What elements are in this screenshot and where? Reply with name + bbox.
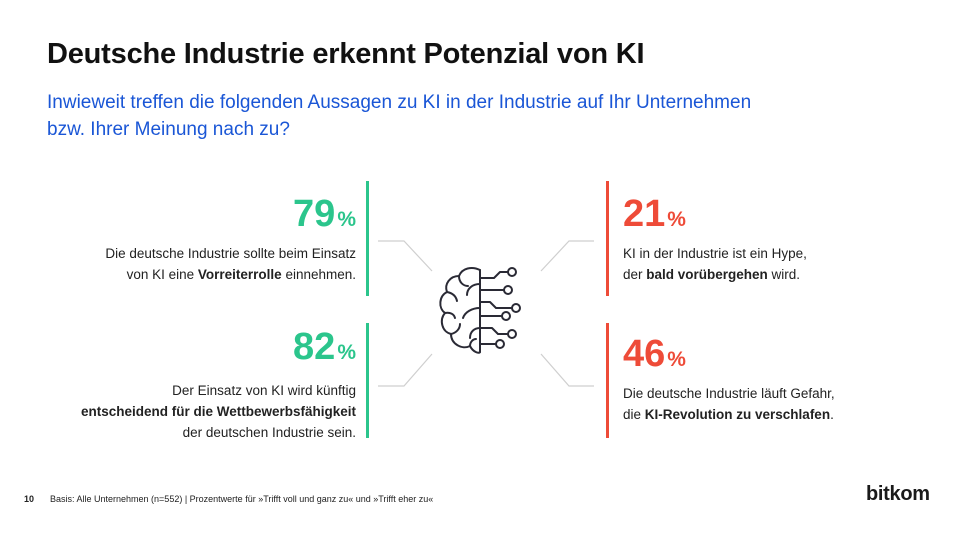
page-number: 10 [24, 494, 35, 504]
accent-bar-vorreiter [366, 181, 369, 296]
accent-bar-revolution [606, 323, 609, 438]
page-subtitle: Inwieweit treffen die folgenden Aussagen… [47, 89, 887, 143]
stat-wettbewerb-text: Der Einsatz von KI wird künftig entschei… [80, 383, 356, 440]
stat-vorreiter-value: 79% [293, 193, 356, 235]
stat-revolution-text: Die deutsche Industrie läuft Gefahr, die… [623, 386, 835, 422]
accent-bar-hype [606, 181, 609, 296]
connector-top-right [540, 240, 594, 272]
subtitle-line-2: bzw. Ihrer Meinung nach zu? [47, 119, 290, 140]
stat-revolution: 46% Die deutsche Industrie läuft Gefahr,… [623, 334, 923, 425]
stat-hype: 21% KI in der Industrie ist ein Hype, de… [623, 194, 923, 285]
page-title: Deutsche Industrie erkennt Potenzial von… [47, 38, 645, 70]
footnote: Basis: Alle Unternehmen (n=552) | Prozen… [50, 494, 434, 504]
subtitle-line-1: Inwieweit treffen die folgenden Aussagen… [47, 92, 752, 113]
stat-revolution-value: 46% [623, 333, 686, 375]
stat-vorreiter: 79% Die deutsche Industrie sollte beim E… [56, 194, 356, 285]
connector-bottom-right [540, 353, 594, 387]
connector-top-left [378, 240, 433, 272]
brain-circuit-icon [439, 267, 521, 354]
accent-bar-wettbewerb [366, 323, 369, 438]
stat-hype-value: 21% [623, 193, 686, 235]
stat-wettbewerb-value: 82% [293, 326, 356, 368]
stat-hype-text: KI in der Industrie ist ein Hype, der ba… [623, 246, 807, 282]
bitkom-logo: bitkom [866, 483, 930, 505]
connector-bottom-left [378, 353, 433, 387]
stat-wettbewerb: 82% Der Einsatz von KI wird künftig ents… [36, 327, 356, 443]
stat-vorreiter-text: Die deutsche Industrie sollte beim Einsa… [105, 246, 356, 282]
